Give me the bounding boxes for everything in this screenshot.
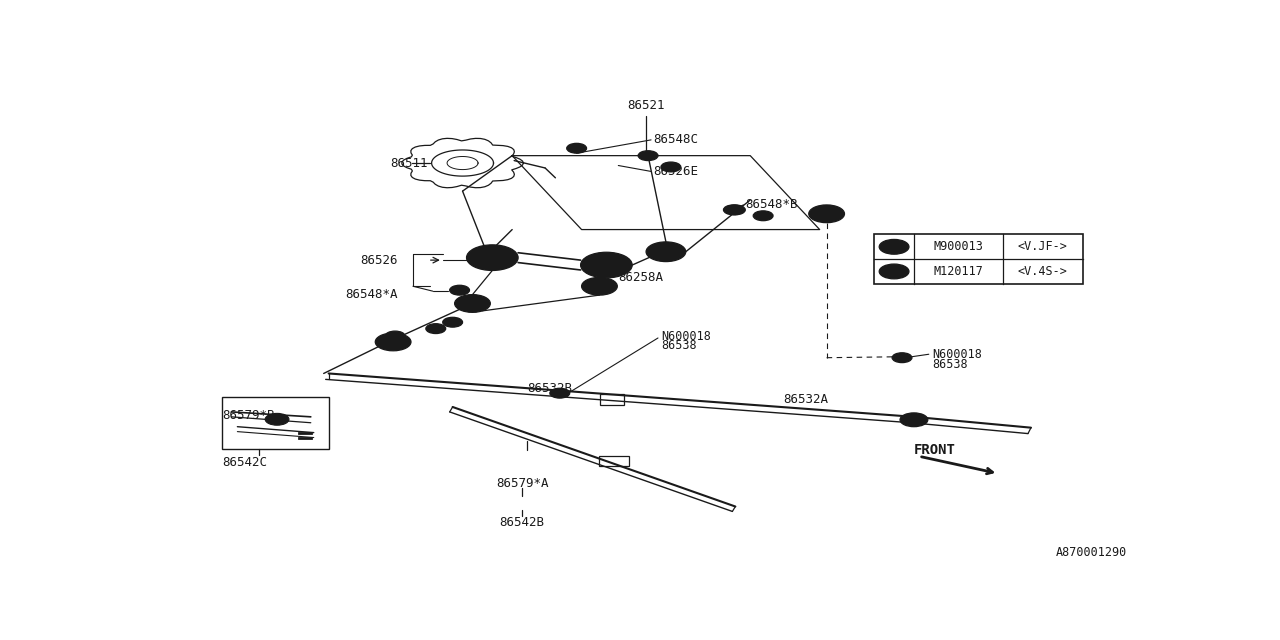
- Circle shape: [723, 205, 744, 215]
- Circle shape: [581, 277, 617, 295]
- Circle shape: [484, 253, 500, 262]
- Circle shape: [753, 211, 773, 221]
- Text: 86548*A: 86548*A: [346, 288, 398, 301]
- Circle shape: [657, 247, 676, 257]
- Bar: [600, 394, 625, 406]
- Text: 1: 1: [891, 242, 897, 252]
- Circle shape: [581, 252, 632, 278]
- Circle shape: [385, 331, 404, 341]
- Text: 86526E: 86526E: [653, 165, 698, 178]
- Circle shape: [454, 294, 490, 312]
- Text: 1: 1: [891, 266, 897, 276]
- Text: 86526: 86526: [361, 253, 398, 267]
- Text: N600018: N600018: [932, 348, 982, 361]
- Circle shape: [879, 264, 909, 279]
- Text: A870001290: A870001290: [1056, 546, 1128, 559]
- Circle shape: [443, 317, 462, 327]
- Circle shape: [599, 261, 614, 269]
- Circle shape: [639, 150, 658, 161]
- Text: M900013: M900013: [933, 240, 983, 253]
- Circle shape: [879, 239, 909, 254]
- Text: FRONT: FRONT: [914, 443, 956, 457]
- Text: 86548*B: 86548*B: [745, 198, 797, 211]
- Circle shape: [477, 250, 507, 265]
- Bar: [874, 234, 1083, 284]
- Circle shape: [591, 258, 621, 273]
- Circle shape: [265, 413, 289, 425]
- Circle shape: [466, 245, 518, 271]
- Circle shape: [426, 324, 445, 333]
- Text: N600018: N600018: [660, 330, 710, 342]
- Text: 86542C: 86542C: [223, 456, 268, 468]
- Circle shape: [567, 143, 586, 153]
- Text: <V.4S->: <V.4S->: [1018, 265, 1068, 278]
- Circle shape: [463, 299, 481, 308]
- Circle shape: [375, 333, 411, 351]
- Circle shape: [809, 205, 845, 223]
- Text: 86532B: 86532B: [527, 381, 572, 395]
- Text: 86579*A: 86579*A: [495, 477, 548, 490]
- Circle shape: [646, 242, 686, 262]
- Circle shape: [900, 413, 928, 427]
- Circle shape: [892, 353, 911, 363]
- Circle shape: [660, 162, 681, 172]
- Circle shape: [271, 417, 283, 422]
- Text: <V.JF->: <V.JF->: [1018, 240, 1068, 253]
- Text: 86542B: 86542B: [499, 516, 544, 529]
- Text: 86258A: 86258A: [618, 271, 663, 284]
- Text: 86521: 86521: [627, 99, 664, 112]
- Circle shape: [726, 205, 745, 215]
- Text: 1: 1: [823, 209, 829, 219]
- Text: 86511: 86511: [390, 157, 428, 170]
- Circle shape: [550, 388, 570, 398]
- Bar: [599, 456, 630, 466]
- Text: 86532A: 86532A: [783, 393, 828, 406]
- Text: 86538: 86538: [660, 339, 696, 353]
- Text: 86548C: 86548C: [653, 133, 698, 147]
- Circle shape: [591, 282, 608, 290]
- Text: M120117: M120117: [933, 265, 983, 278]
- Text: 1: 1: [389, 337, 397, 347]
- Bar: [221, 397, 329, 449]
- Circle shape: [449, 285, 470, 295]
- Text: 86579*B: 86579*B: [223, 410, 275, 422]
- Text: 86538: 86538: [932, 358, 968, 371]
